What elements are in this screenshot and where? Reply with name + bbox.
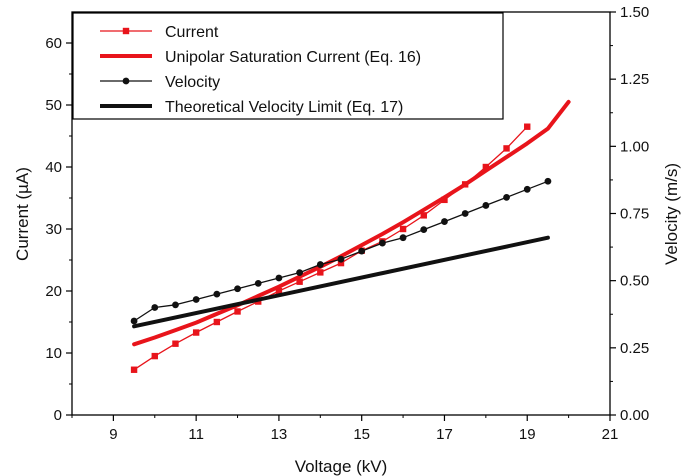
- velocity-point: [296, 269, 304, 277]
- legend-label-2: Velocity: [165, 74, 220, 91]
- velocity-point: [420, 226, 428, 234]
- current-point: [234, 308, 241, 315]
- velocity-point: [399, 234, 407, 242]
- y-tick-label: 0: [54, 407, 62, 424]
- x-tick-label: 11: [188, 426, 204, 443]
- legend-label-3: Theoretical Velocity Limit (Eq. 17): [165, 99, 403, 116]
- series-line-1: [132, 99, 571, 347]
- velocity-point: [337, 255, 345, 263]
- velocity-point: [544, 177, 552, 185]
- x-tick-label: 17: [436, 426, 453, 443]
- current-point: [503, 145, 510, 152]
- x-tick-label: 19: [519, 426, 536, 443]
- y-axis-title: Current (µA): [13, 167, 32, 261]
- velocity-point: [523, 185, 531, 193]
- y2-tick-label: 1.50: [620, 4, 649, 21]
- y2-tick-label: 0.00: [620, 407, 649, 424]
- series-layer: [130, 99, 571, 373]
- y-tick-label: 30: [45, 221, 62, 238]
- velocity-point: [172, 301, 179, 309]
- current-point: [337, 259, 345, 267]
- legend-label-1: Unipolar Saturation Current (Eq. 16): [165, 49, 421, 66]
- current-point: [441, 196, 448, 204]
- current-point: [296, 278, 303, 285]
- velocity-point: [461, 210, 469, 217]
- velocity-point: [482, 202, 490, 209]
- x-tick-label: 21: [602, 426, 619, 443]
- y2-tick-label: 0.25: [620, 340, 649, 357]
- legend-marker: [122, 77, 130, 85]
- y2-axis-title: Velocity (m/s): [662, 163, 681, 265]
- current-point: [317, 269, 324, 276]
- series-line-3: [132, 235, 550, 329]
- y2-tick-label: 1.00: [620, 138, 649, 155]
- current-point: [275, 287, 283, 295]
- velocity-point: [130, 317, 138, 325]
- current-point: [524, 123, 531, 130]
- current-point: [399, 225, 407, 233]
- x-tick-label: 13: [271, 426, 288, 443]
- velocity-point: [358, 247, 366, 255]
- current-point: [192, 329, 200, 336]
- x-tick-label: 15: [353, 426, 370, 443]
- y-tick-label: 50: [45, 97, 62, 114]
- legend: Current Unipolar Saturation Current (Eq. …: [72, 12, 504, 120]
- y2-tick-label: 0.75: [620, 206, 649, 223]
- current-point: [151, 352, 158, 360]
- velocity-point: [213, 290, 221, 298]
- y2-tick-label: 0.50: [620, 273, 649, 290]
- velocity-point: [503, 193, 510, 201]
- current-point: [172, 340, 179, 347]
- current-point: [213, 318, 221, 326]
- x-tick-label: 9: [109, 426, 117, 443]
- velocity-point: [254, 279, 262, 287]
- velocity-point: [234, 285, 241, 293]
- x-axis-title: Voltage (kV): [295, 457, 388, 476]
- legend-marker: [122, 27, 130, 35]
- current-point: [130, 366, 138, 373]
- legend-label-0: Current: [165, 24, 219, 41]
- velocity-point: [275, 274, 283, 282]
- current-point: [420, 212, 427, 219]
- velocity-point: [316, 261, 324, 268]
- y-tick-label: 20: [45, 283, 62, 300]
- velocity-point: [192, 296, 200, 303]
- current-point: [482, 163, 490, 171]
- y2-tick-label: 1.25: [620, 71, 649, 88]
- axes-layer: 9 11 13 15 17 19 21 0 10 20 30 40 50 60 0.00 0.25 0.50 0.…: [45, 4, 649, 443]
- y-tick-label: 10: [45, 345, 62, 362]
- velocity-point: [151, 304, 159, 311]
- y-tick-label: 60: [45, 35, 62, 52]
- velocity-point: [378, 239, 386, 247]
- velocity-point: [441, 218, 448, 225]
- y-tick-label: 40: [45, 159, 62, 176]
